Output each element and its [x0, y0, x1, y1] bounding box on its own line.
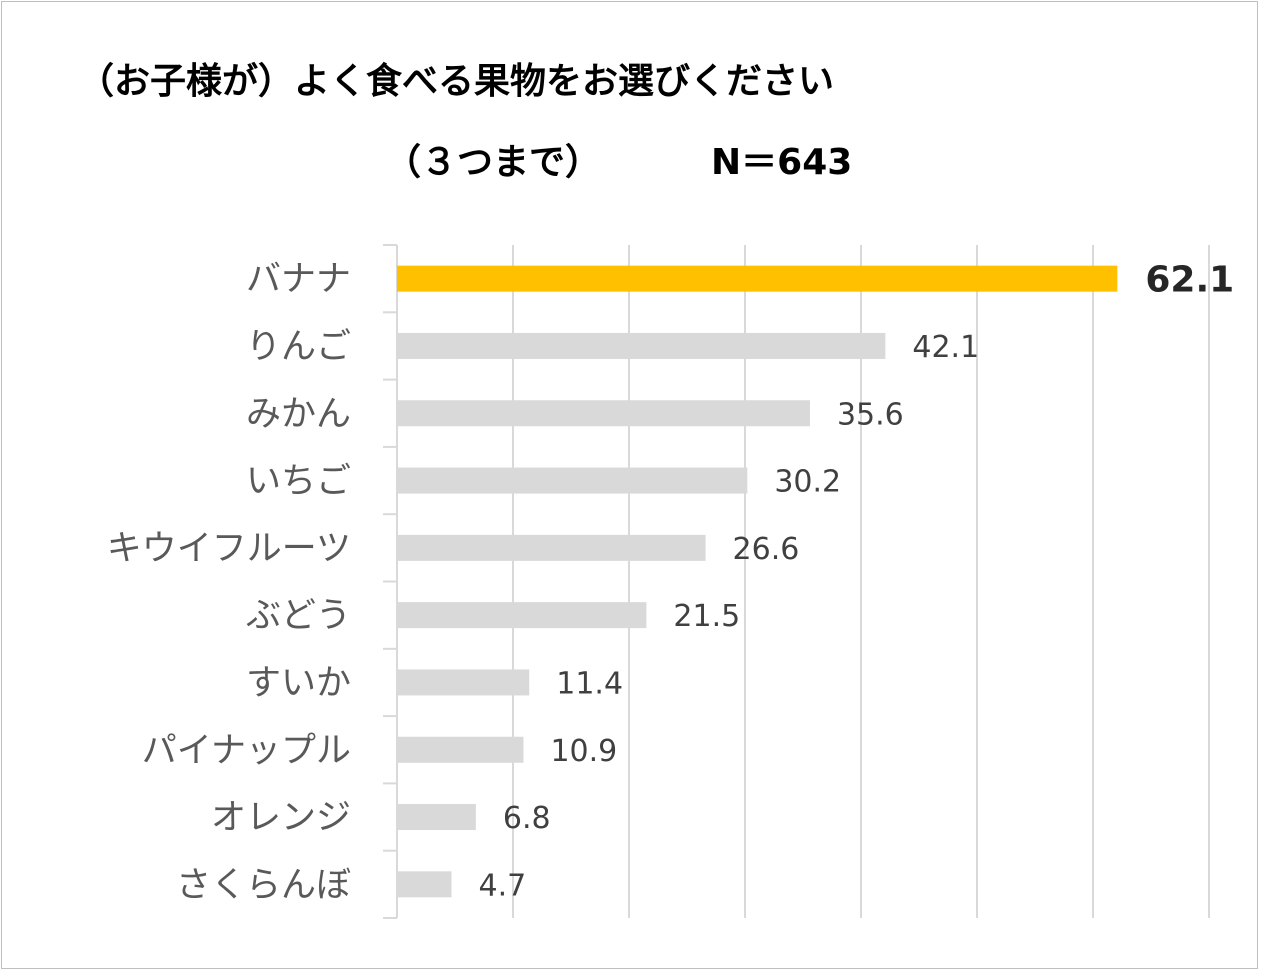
chart-subtitle: （３つまで） — [385, 142, 602, 183]
bar — [397, 602, 647, 629]
bar — [397, 534, 706, 561]
category-label: オレンジ — [211, 798, 351, 838]
data-label: 4.7 — [479, 868, 527, 903]
data-label: 21.5 — [673, 599, 740, 634]
category-label: さくらんぼ — [176, 865, 351, 905]
sample-size: N＝643 — [711, 142, 853, 183]
data-label: 11.4 — [556, 666, 623, 701]
bar — [397, 400, 810, 427]
bar — [397, 467, 748, 494]
bar — [397, 804, 476, 831]
bar — [397, 669, 530, 696]
data-label: 62.1 — [1145, 260, 1234, 301]
category-label: パイナップル — [142, 731, 351, 771]
bar — [397, 265, 1118, 292]
data-label: 26.6 — [733, 532, 800, 567]
category-label: みかん — [246, 394, 351, 434]
chart-title: （お子様が）よく食べる果物をお選びください — [78, 61, 835, 102]
bar — [397, 332, 886, 359]
category-label: ぶどう — [246, 596, 351, 636]
category-label: りんご — [246, 327, 351, 367]
data-label: 30.2 — [774, 465, 841, 500]
category-label: バナナ — [246, 260, 351, 300]
data-label: 10.9 — [550, 734, 617, 769]
data-label: 35.6 — [837, 397, 904, 432]
category-label: すいか — [246, 663, 351, 703]
data-label: 42.1 — [912, 330, 979, 365]
bar — [397, 871, 452, 898]
chart-subtitle-row: （３つまで） N＝643 — [385, 133, 1261, 185]
category-label: いちご — [246, 462, 351, 502]
category-label: キウイフルーツ — [107, 529, 351, 569]
bar — [397, 736, 524, 763]
data-label: 6.8 — [503, 801, 551, 836]
